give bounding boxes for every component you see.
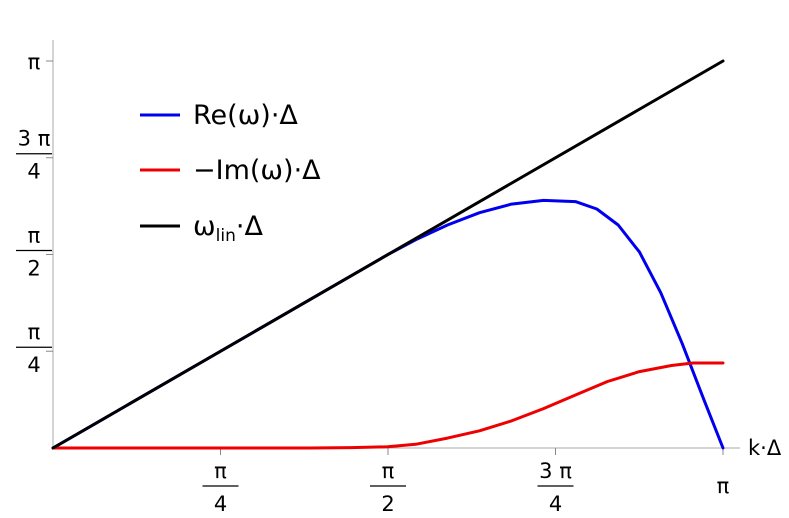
series-layer <box>51 59 725 450</box>
x-axis-title: k·Δ <box>748 436 782 460</box>
legend-label-lin-rest: ·Δ <box>236 211 264 242</box>
y-tick-num-1: π <box>28 223 41 247</box>
legend: Re(ω)·Δ −Im(ω)·Δ ωlin·Δ <box>140 100 321 246</box>
legend-label-lin-sub: lin <box>216 226 236 246</box>
x-tick-num-0: π <box>214 459 227 483</box>
x-tick-label-3: π <box>717 474 730 498</box>
y-tick-label-3: π <box>28 50 41 74</box>
x-tick-den-0: 4 <box>214 492 227 516</box>
series-line-lin <box>51 59 725 450</box>
series-line-im <box>51 361 725 450</box>
series-line-re <box>51 198 725 450</box>
legend-label-im: −Im(ω)·Δ <box>193 155 321 186</box>
y-tick-den-1: 2 <box>27 256 40 280</box>
x-tick-num-2: 3 π <box>539 459 572 483</box>
y-tick-num-0: π <box>28 320 41 344</box>
legend-label-lin: ωlin·Δ <box>193 211 263 246</box>
x-tick-den-2: 4 <box>549 492 562 516</box>
legend-label-re: Re(ω)·Δ <box>193 100 298 131</box>
legend-label-lin-main: ω <box>193 211 216 242</box>
x-tick-den-1: 2 <box>381 492 394 516</box>
y-tick-num-2: 3 π <box>18 127 51 151</box>
y-tick-den-0: 4 <box>27 353 40 377</box>
ticks: π 4 π 2 3 π 4 π π 4 π 2 3 π 4 π <box>16 50 730 516</box>
x-tick-num-1: π <box>382 459 395 483</box>
y-tick-den-2: 4 <box>27 160 40 184</box>
